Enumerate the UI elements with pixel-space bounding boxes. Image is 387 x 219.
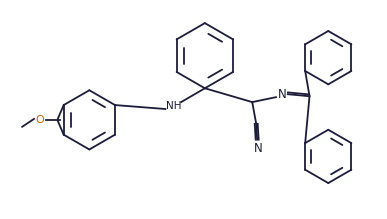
- Text: NH: NH: [166, 101, 181, 111]
- Text: N: N: [254, 142, 262, 155]
- Text: O: O: [36, 115, 45, 125]
- Text: N: N: [277, 88, 286, 101]
